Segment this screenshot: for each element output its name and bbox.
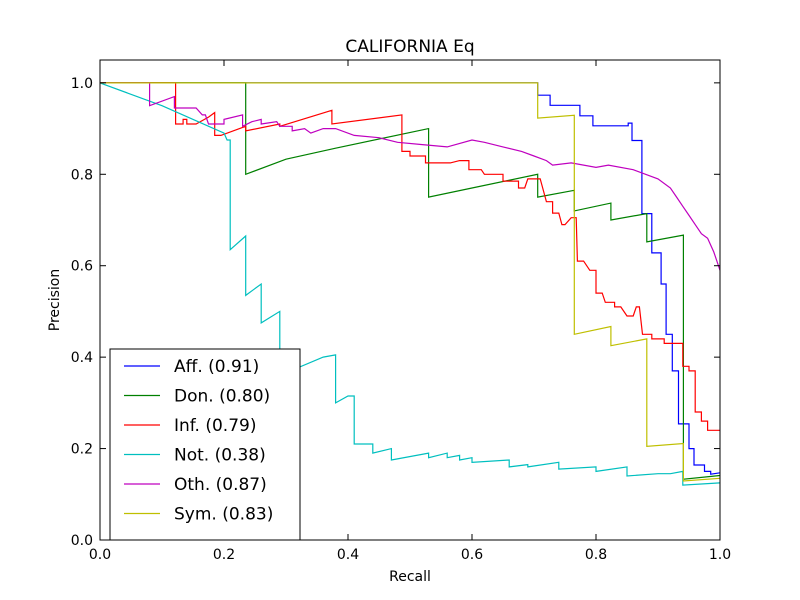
y-axis-label: Precision	[47, 269, 63, 331]
chart-title: CALIFORNIA Eq	[345, 37, 474, 57]
x-tick-label: 0.0	[89, 547, 111, 563]
plot-frame	[99, 59, 721, 541]
legend-label: Not. (0.38)	[174, 446, 266, 466]
y-tick-label: 0.4	[71, 350, 93, 366]
y-tick-label: 0.2	[71, 442, 93, 458]
series-line-2	[100, 82, 720, 431]
legend-label: Don. (0.80)	[174, 387, 270, 407]
axis-ticks: 0.0 0.2 0.4 0.6 0.8 1.0 0.0 0.2 0.4 0.6 0.8 1.0	[71, 60, 731, 563]
y-tick-label: 1.0	[71, 76, 93, 92]
legend-label: Oth. (0.87)	[174, 475, 267, 495]
plot-area	[99, 82, 721, 486]
legend-label: Aff. (0.91)	[174, 357, 259, 377]
x-tick-label: 0.8	[585, 547, 607, 563]
legend-label: Inf. (0.79)	[174, 416, 256, 436]
series-line-3	[99, 82, 721, 486]
x-tick-label: 1.0	[709, 547, 731, 563]
legend: Aff. (0.91) Don. (0.80) Inf. (0.79) Not. (0…	[109, 348, 301, 541]
x-tick-label: 0.6	[461, 547, 483, 563]
y-tick-label: 0.0	[71, 533, 93, 549]
series-line-4	[100, 82, 721, 271]
series-line-1	[100, 82, 721, 480]
y-tick-label: 0.8	[71, 167, 93, 183]
x-axis-label: Recall	[389, 569, 431, 585]
series-line-5	[100, 82, 721, 482]
legend-label: Sym. (0.83)	[174, 505, 273, 525]
y-tick-label: 0.6	[71, 259, 93, 275]
x-tick-label: 0.4	[337, 547, 359, 563]
x-tick-label: 0.2	[213, 547, 235, 563]
legend-frame	[109, 348, 301, 541]
series-line-0	[100, 82, 721, 475]
